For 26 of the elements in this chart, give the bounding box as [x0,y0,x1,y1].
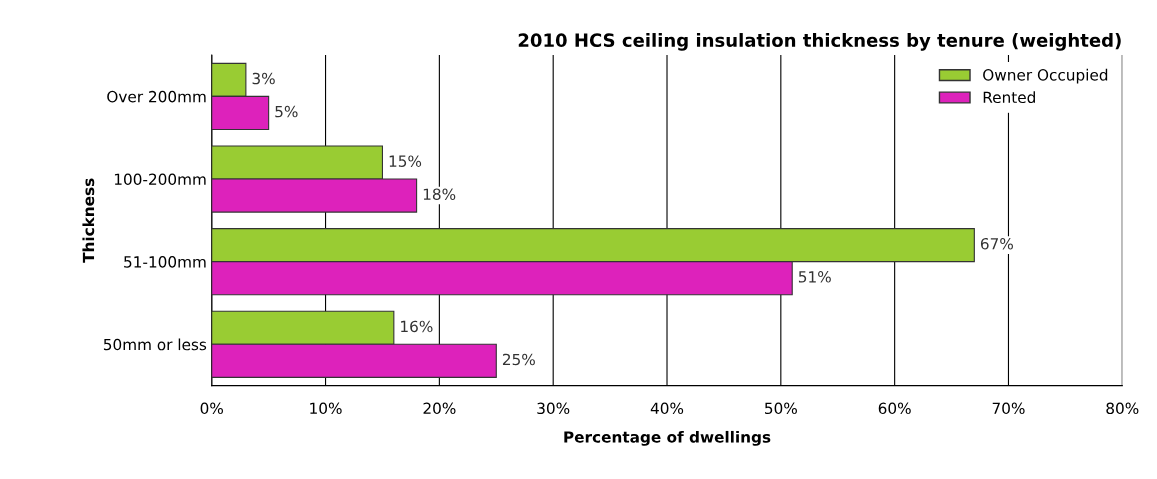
y-tick-label: 51-100mm [124,256,206,268]
data-label: 16% [401,320,433,333]
data-label: 5% [275,105,298,118]
legend-label: Owner Occupied [983,68,1108,84]
data-label: 3% [252,72,275,85]
data-label: 67% [980,238,1013,250]
y-tick-label: Over 200mm [107,90,206,103]
x-tick-label: 60% [878,402,911,415]
data-label: 51% [798,271,831,283]
x-tick-label: 40% [650,402,684,415]
x-tick-label: 80% [1106,402,1139,415]
data-label: 18% [423,188,456,200]
x-tick-label: 20% [423,402,456,415]
data-label: 15% [389,155,422,167]
x-tick-label: 10% [310,402,342,415]
x-axis-title: Percentage of dwellings [564,430,771,446]
chart-title: 2010 HCS ceiling insulation thickness by tenure (weighted) [518,33,1121,51]
data-label: 25% [502,353,535,366]
x-tick-label: 0% [200,402,224,415]
y-tick-label: 100-200mm [114,173,206,186]
y-axis-title: Thickness [82,178,95,263]
x-tick-label: 30% [537,402,570,415]
y-tick-label: 50mm or less [103,338,207,351]
legend-label: Rented [983,91,1035,104]
x-tick-label: 70% [992,402,1025,415]
x-tick-label: 50% [765,402,797,415]
